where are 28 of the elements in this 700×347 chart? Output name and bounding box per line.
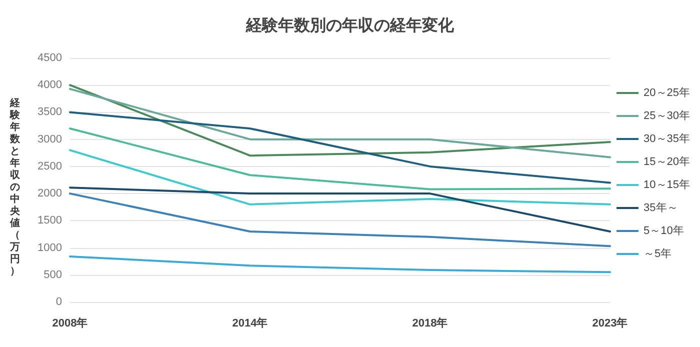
legend-label: 30～35年: [644, 133, 690, 145]
x-tick-label: 2008年: [52, 316, 88, 330]
y-tick-label: 4500: [38, 52, 62, 64]
text: 経験年数と年収の中央値（万円）: [10, 98, 20, 277]
legend-label: 15～20年: [644, 156, 690, 168]
y-tick-label: 3000: [38, 133, 62, 146]
legend-label: ～5年: [644, 248, 672, 260]
y-tick-label: 3500: [38, 106, 62, 118]
legend-label: 5～10年: [644, 225, 684, 237]
legend-label: 20～25年: [644, 87, 690, 99]
line-series: [69, 192, 611, 248]
x-tick-label: 2023年: [592, 316, 628, 330]
y-tick-label: 1500: [38, 214, 62, 227]
line-series: [69, 111, 611, 184]
y-tick-label: 1000: [38, 242, 62, 254]
y-tick-label: 4000: [38, 79, 62, 92]
x-tick-label: 2014年: [232, 316, 268, 330]
y-tick-label: 0: [56, 296, 62, 308]
chart-title: 経験年数別の年収の経年変化: [245, 16, 455, 34]
y-tick-label: 2000: [38, 188, 62, 200]
y-tick-label: 2500: [38, 160, 62, 172]
y-tick-label: 500: [44, 268, 62, 281]
legend-label: 10～15年: [644, 179, 690, 191]
x-tick-label: 2018年: [412, 316, 448, 330]
line-series: [69, 255, 611, 274]
legend-label: 35年～: [644, 202, 678, 214]
legend-label: 25～30年: [644, 110, 690, 122]
line-series: [69, 127, 611, 190]
